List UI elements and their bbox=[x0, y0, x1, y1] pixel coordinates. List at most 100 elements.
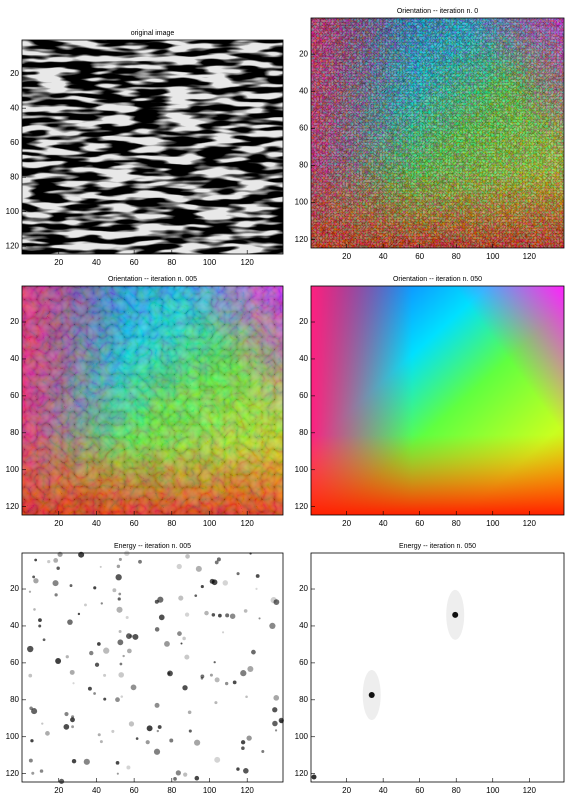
image-spot bbox=[187, 710, 192, 715]
image-spot bbox=[246, 735, 252, 741]
image-spot bbox=[243, 609, 248, 613]
y-tick-label: 100 bbox=[6, 465, 20, 474]
image-spot bbox=[117, 597, 121, 601]
image-spot bbox=[97, 733, 101, 737]
image-spot bbox=[99, 740, 103, 744]
image-spot bbox=[93, 586, 97, 590]
y-tick-label: 80 bbox=[10, 428, 19, 437]
image-spot bbox=[211, 613, 216, 617]
x-tick-label: 60 bbox=[130, 519, 139, 528]
y-tick-label: 60 bbox=[299, 123, 308, 132]
image-spot bbox=[31, 771, 35, 775]
x-tick-label: 80 bbox=[167, 258, 176, 267]
panel-title: Energy -- iteration n. 005 bbox=[114, 543, 191, 550]
image-spot bbox=[157, 596, 164, 603]
image-spot bbox=[138, 559, 142, 564]
axes-frame bbox=[310, 285, 565, 516]
image-spot bbox=[122, 654, 125, 658]
x-tick-label: 80 bbox=[452, 786, 461, 793]
image-spot bbox=[236, 767, 240, 771]
image-spot bbox=[55, 658, 62, 664]
image-spot bbox=[115, 697, 120, 703]
image-spot bbox=[78, 551, 85, 558]
image bbox=[311, 18, 564, 248]
image-spot bbox=[129, 634, 133, 638]
x-tick-label: 120 bbox=[523, 786, 537, 793]
image-spot bbox=[63, 724, 70, 730]
y-tick-label: 80 bbox=[299, 695, 308, 704]
image-spot bbox=[218, 613, 222, 618]
panel-title: Orientation -- iteration n. 050 bbox=[393, 276, 482, 283]
image-spot bbox=[93, 692, 96, 695]
x-tick-label: 60 bbox=[130, 786, 139, 793]
image-spot bbox=[273, 599, 280, 605]
image-spot bbox=[31, 708, 38, 715]
image-spot bbox=[41, 722, 44, 725]
image bbox=[22, 550, 284, 784]
image-spot bbox=[157, 725, 162, 729]
y-tick-label: 120 bbox=[295, 769, 309, 778]
image-spot bbox=[173, 777, 177, 781]
image-spot bbox=[34, 558, 38, 562]
image-spot bbox=[240, 740, 246, 745]
image-spot bbox=[311, 774, 317, 780]
image-spot bbox=[185, 554, 190, 559]
y-tick-label: 40 bbox=[10, 621, 19, 630]
image-spot bbox=[118, 672, 125, 678]
x-tick-label: 120 bbox=[241, 519, 255, 528]
image-spot bbox=[245, 695, 248, 699]
axes-frame bbox=[310, 552, 565, 783]
x-tick-label: 40 bbox=[379, 252, 388, 261]
axes-frame bbox=[21, 285, 284, 516]
image-spot bbox=[28, 673, 33, 678]
image-spot bbox=[103, 673, 107, 677]
image-spot bbox=[258, 617, 261, 620]
y-tick-label: 60 bbox=[299, 658, 308, 667]
y-tick-label: 40 bbox=[299, 354, 308, 363]
y-tick-label: 80 bbox=[10, 695, 19, 704]
image-spot bbox=[67, 619, 73, 625]
image-spot bbox=[116, 772, 119, 775]
image-spot bbox=[214, 701, 218, 705]
x-tick-label: 40 bbox=[379, 786, 388, 793]
x-tick-label: 80 bbox=[167, 786, 176, 793]
image-noise bbox=[311, 18, 564, 248]
image-spot bbox=[240, 670, 247, 677]
panel-title: Energy -- iteration n. 050 bbox=[399, 543, 476, 550]
image-spot bbox=[42, 638, 46, 642]
image-spot bbox=[33, 608, 36, 611]
y-tick-label: 20 bbox=[10, 69, 19, 78]
image-spot bbox=[84, 603, 87, 607]
image-spot bbox=[127, 648, 132, 654]
image-spot bbox=[112, 588, 117, 593]
image-spot bbox=[169, 738, 174, 743]
y-tick-label: 20 bbox=[10, 317, 19, 326]
image-spot bbox=[195, 565, 202, 572]
x-tick-label: 120 bbox=[523, 252, 537, 261]
y-tick-label: 20 bbox=[299, 317, 308, 326]
image-bg bbox=[311, 553, 564, 782]
image-spot bbox=[28, 758, 33, 763]
image-spot bbox=[52, 580, 59, 587]
axes-frame bbox=[310, 17, 565, 249]
y-tick-label: 40 bbox=[10, 103, 19, 112]
image-spot bbox=[154, 702, 160, 708]
y-tick-label: 60 bbox=[10, 391, 19, 400]
image-spot bbox=[56, 566, 60, 570]
axes-frame bbox=[21, 552, 284, 783]
y-tick-label: 60 bbox=[10, 138, 19, 147]
image-spot bbox=[58, 778, 65, 784]
image-spot bbox=[71, 758, 77, 764]
image-spot bbox=[273, 695, 280, 701]
image-spot bbox=[146, 725, 153, 732]
image-spot bbox=[182, 685, 188, 691]
image-spot bbox=[118, 630, 122, 633]
y-tick-label: 100 bbox=[295, 465, 309, 474]
image-spot bbox=[158, 614, 165, 621]
image-spot bbox=[214, 677, 220, 683]
image-spot bbox=[83, 758, 90, 765]
y-tick-label: 120 bbox=[295, 235, 309, 244]
image bbox=[311, 553, 564, 782]
image-spot bbox=[28, 590, 32, 593]
y-tick-label: 120 bbox=[6, 769, 20, 778]
